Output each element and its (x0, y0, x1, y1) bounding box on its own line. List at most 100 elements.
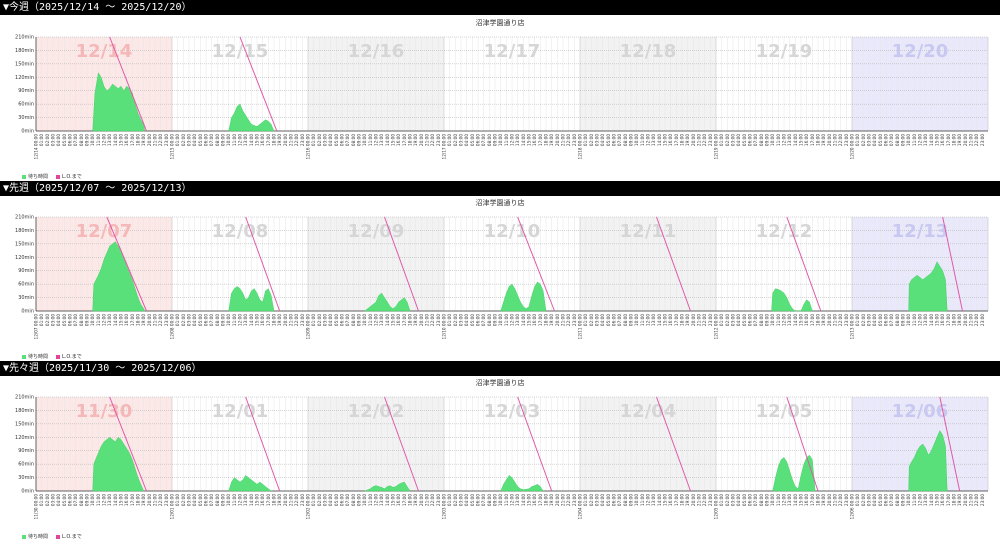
x-tick-label: 18:00 (680, 314, 685, 326)
y-tick-label: 60min (18, 282, 34, 288)
week-header-3: ▼先々週（2025/11/30 〜 2025/12/06） (0, 361, 1000, 376)
x-tick-label: 23:00 (164, 134, 169, 146)
lo-line (245, 396, 281, 492)
x-tick-label: 12:00 (102, 134, 107, 146)
y-tick-label: 60min (18, 102, 34, 108)
x-tick-label: 06:00 (884, 314, 889, 326)
x-tick-label: 16:00 (804, 314, 809, 326)
x-tick-label: 23:00 (980, 494, 985, 506)
x-tick-label: 13:00 (515, 314, 520, 326)
x-tick-label: 10:00 (226, 494, 231, 506)
x-tick-label: 09:00 (357, 134, 362, 146)
x-tick-label: 08:00 (759, 134, 764, 146)
x-tick-label: 17:00 (946, 494, 951, 506)
x-tick-label: 16:00 (940, 134, 945, 146)
x-tick-label: 20:00 (963, 314, 968, 326)
legend-wait[interactable]: 待ち時間 (22, 353, 48, 360)
x-tick-label: 03:00 (323, 314, 328, 326)
x-tick-label: 02:00 (181, 134, 186, 146)
y-tick-label: 210min (15, 35, 34, 41)
x-tick-label: 13:00 (243, 314, 248, 326)
day-label: 11/30 (76, 401, 133, 422)
legend-lo[interactable]: L.O.まで (56, 173, 82, 180)
x-tick-label: 02:00 (589, 314, 594, 326)
x-tick-label: 06:00 (612, 494, 617, 506)
x-tick-label: 13:00 (515, 494, 520, 506)
x-tick-label: 17:00 (402, 134, 407, 146)
x-tick-label: 20:00 (555, 314, 560, 326)
lo-line (656, 396, 691, 492)
x-tick-label: 22:00 (838, 494, 843, 506)
x-tick-label: 19:00 (821, 494, 826, 506)
x-tick-label: 09:00 (901, 494, 906, 506)
x-tick-label: 09:00 (765, 134, 770, 146)
x-tick-label: 14:00 (249, 314, 254, 326)
legend-wait[interactable]: 待ち時間 (22, 173, 48, 180)
legend-wait[interactable]: 待ち時間 (22, 533, 48, 540)
x-tick-label: 02:00 (725, 134, 730, 146)
lo-line (942, 216, 963, 312)
x-tick-label: 10:00 (226, 314, 231, 326)
x-tick-label: 16:00 (668, 314, 673, 326)
x-tick-label: 12:00 (782, 494, 787, 506)
x-tick-label: 01:00 (311, 314, 316, 326)
x-tick-label: 07:00 (345, 314, 350, 326)
x-tick-label: 18:00 (952, 314, 957, 326)
x-tick-label: 12/13 00:00 (850, 314, 855, 340)
chart-this-week: 0min 30min 60min 90min 120min 150min 180min 210… (0, 16, 1000, 181)
x-tick-label: 12/05 00:00 (714, 494, 719, 520)
x-tick-label: 20:00 (147, 314, 152, 326)
x-tick-label: 07:00 (481, 314, 486, 326)
x-tick-label: 17:00 (266, 134, 271, 146)
x-tick-label: 09:00 (901, 134, 906, 146)
x-tick-label: 12/14 00:00 (34, 134, 39, 160)
x-tick-label: 06:00 (340, 494, 345, 506)
x-tick-label: 06:00 (204, 314, 209, 326)
x-tick-label: 14:00 (929, 134, 934, 146)
wait-area (228, 286, 275, 312)
x-tick-label: 12:00 (238, 134, 243, 146)
x-tick-label: 13:00 (923, 134, 928, 146)
x-tick-label: 02:00 (45, 314, 50, 326)
day-label: 12/04 (620, 401, 677, 422)
x-tick-label: 03:00 (731, 314, 736, 326)
x-tick-label: 13:00 (787, 314, 792, 326)
x-tick-label: 21:00 (289, 134, 294, 146)
x-tick-label: 08:00 (351, 134, 356, 146)
x-tick-label: 18:00 (544, 494, 549, 506)
x-tick-label: 11:00 (504, 314, 509, 326)
x-tick-label: 14:00 (521, 314, 526, 326)
x-tick-label: 20:00 (691, 494, 696, 506)
x-tick-label: 20:00 (827, 134, 832, 146)
x-tick-label: 03:00 (731, 134, 736, 146)
x-tick-label: 04:00 (600, 134, 605, 146)
x-tick-label: 01:00 (175, 134, 180, 146)
legend-lo[interactable]: L.O.まで (56, 533, 82, 540)
x-tick-label: 02:00 (861, 494, 866, 506)
x-tick-label: 03:00 (323, 134, 328, 146)
x-tick-label: 18:00 (408, 314, 413, 326)
x-tick-label: 01:00 (39, 314, 44, 326)
x-tick-label: 15:00 (255, 134, 260, 146)
x-tick-label: 13:00 (379, 314, 384, 326)
legend-lo[interactable]: L.O.まで (56, 353, 82, 360)
x-tick-label: 11:00 (232, 494, 237, 506)
x-tick-label: 17:00 (674, 314, 679, 326)
x-tick-label: 07:00 (889, 134, 894, 146)
x-tick-label: 03:00 (323, 494, 328, 506)
x-tick-label: 14:00 (793, 134, 798, 146)
wait-area (772, 454, 816, 492)
x-tick-label: 14:00 (249, 134, 254, 146)
x-tick-label: 15:00 (935, 134, 940, 146)
lo-line (517, 396, 553, 492)
x-tick-label: 12/11 00:00 (578, 314, 583, 340)
wait-area (228, 475, 272, 492)
x-tick-label: 05:00 (62, 314, 67, 326)
x-tick-label: 15:00 (799, 494, 804, 506)
x-tick-label: 10:00 (90, 134, 95, 146)
x-tick-label: 12:00 (782, 134, 787, 146)
x-tick-label: 05:00 (606, 494, 611, 506)
x-tick-label: 12:00 (238, 494, 243, 506)
x-tick-label: 14:00 (657, 314, 662, 326)
x-tick-label: 10:00 (770, 494, 775, 506)
